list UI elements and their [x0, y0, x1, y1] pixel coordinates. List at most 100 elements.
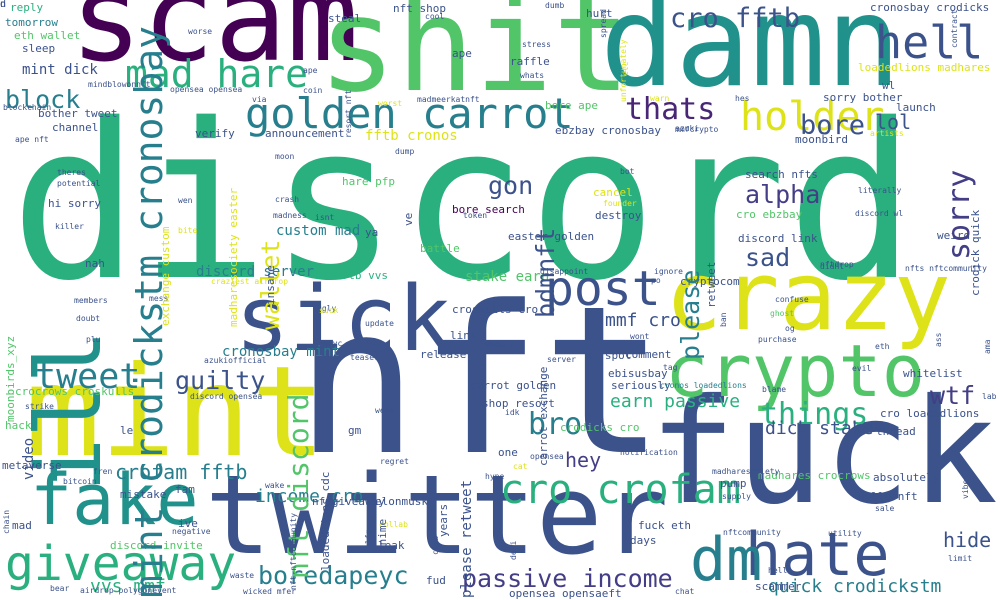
word: madness [273, 211, 307, 220]
word: income cro [255, 486, 364, 507]
word: hey [565, 448, 602, 472]
word: quick crodickstm [768, 576, 942, 597]
word: mint crodickstm cronosbay [127, 26, 171, 598]
word: ass [934, 332, 943, 348]
word: things [760, 397, 869, 432]
word: pump [720, 477, 747, 490]
word: server [547, 355, 576, 364]
word: boredapeyc [258, 561, 409, 590]
word: fren [93, 467, 113, 476]
word: loadedlions cdc [319, 471, 332, 571]
word: thread [876, 425, 916, 438]
word: weve [375, 406, 395, 415]
word: loadedlions madhares [858, 61, 991, 74]
word: moonbirds_xyz [4, 335, 17, 422]
word: crypto [665, 329, 926, 413]
word: mad hare [125, 52, 309, 96]
word: croskulls cro [452, 303, 539, 316]
word: bayc [323, 339, 343, 348]
word: block [5, 85, 81, 114]
word: stake earn [465, 269, 550, 285]
word: cool [425, 12, 445, 21]
word: sorry bother [823, 91, 903, 104]
word: didnt [820, 262, 845, 271]
word: ebisusbay [608, 367, 668, 380]
word: update [365, 319, 394, 328]
word: crofam fftb [115, 460, 248, 484]
word: hate [745, 520, 890, 590]
word: discord server [196, 264, 315, 280]
word: ama [983, 339, 992, 355]
word: hello [768, 566, 793, 575]
word: waste [230, 571, 255, 580]
word: isnt [315, 213, 335, 222]
word: mmf cro [605, 310, 681, 331]
word: cronosbay crodicks [870, 1, 990, 14]
word: fud [426, 574, 446, 587]
word: discord opensea [190, 392, 263, 401]
word: worse [188, 27, 213, 36]
word: supply [722, 492, 751, 501]
word: sleep [22, 42, 56, 55]
word: killer [55, 222, 84, 231]
word: utility [828, 529, 862, 538]
word: hare pfp [342, 175, 395, 188]
word: please retweet [459, 479, 475, 598]
word: ghost [770, 309, 795, 318]
word: ape [303, 66, 318, 75]
word: video [21, 437, 37, 480]
word: disappoint [540, 267, 589, 276]
word: fftb vvs [335, 269, 388, 282]
word: shop resort [482, 397, 555, 410]
word: contract [950, 9, 959, 49]
word: golden carrot [245, 89, 574, 138]
word: bore ape [545, 99, 598, 112]
word: hype [485, 472, 505, 481]
word: alpha [745, 180, 821, 209]
word: blockchain [3, 103, 52, 112]
word: days [630, 534, 657, 547]
word: sale [875, 504, 895, 513]
word: resort nft [344, 89, 353, 138]
word: release [420, 348, 467, 361]
word: channel [52, 121, 99, 134]
word: regret [380, 457, 409, 466]
word: carrot exchange [537, 366, 550, 466]
word: ape nft [15, 135, 49, 144]
word: madharesociety easter [227, 187, 240, 327]
word: shit [318, 0, 632, 121]
word: wl [882, 79, 896, 92]
word: destroy [595, 209, 642, 222]
word: defi [509, 540, 518, 561]
word: bro [528, 407, 583, 442]
word: cro crofam [500, 467, 741, 513]
word: warn [650, 94, 670, 103]
word: damn [600, 0, 902, 115]
word: nah [85, 257, 105, 270]
word: craziest airdrop [211, 277, 289, 286]
word: teaser [350, 353, 379, 362]
word: scammer [755, 580, 802, 593]
word: eth [875, 342, 890, 351]
word: tomorrow [5, 16, 58, 29]
word: wen [178, 196, 193, 205]
word: custom mad [276, 223, 361, 239]
word: search nfts [745, 168, 818, 181]
word: nftgiveaway [312, 495, 385, 508]
word: d [0, 0, 7, 10]
word: discord [10, 77, 917, 328]
word: fam [175, 483, 195, 496]
word: le [120, 424, 134, 437]
word: wont [630, 332, 650, 341]
word: idk [505, 408, 520, 417]
word: mistake [120, 488, 167, 501]
word: wake [265, 481, 285, 490]
word: azukiofficial [204, 356, 267, 365]
word: hell [875, 16, 984, 69]
word: nftdrop [820, 260, 854, 269]
word: hack [5, 419, 32, 432]
word: crodicks cro [560, 421, 640, 434]
word: bitcoin [63, 477, 97, 486]
word: tweet [35, 357, 141, 397]
word: token [463, 211, 488, 220]
